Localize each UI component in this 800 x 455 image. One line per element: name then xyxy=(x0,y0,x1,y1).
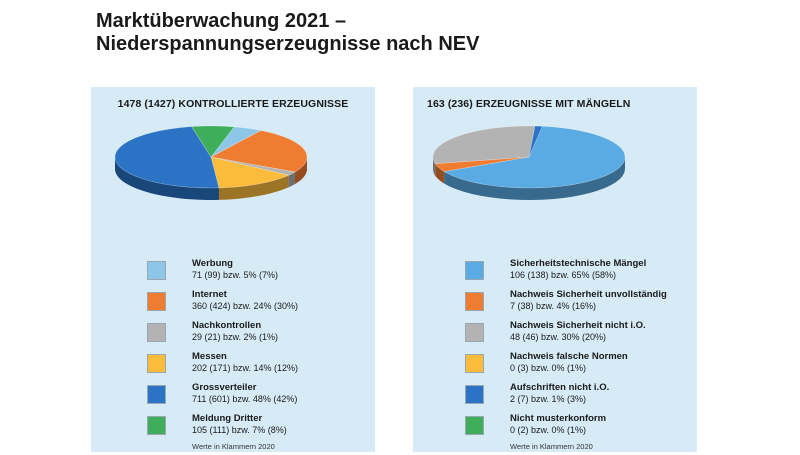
legend-label: Sicherheitstechnische Mängel xyxy=(510,258,647,269)
pie-slice-messen xyxy=(210,156,290,189)
chart-panel-controlled-products: 1478 (1427) KONTROLLIERTE ERZEUGNISSE We… xyxy=(91,87,375,452)
pie-slice-grossverteiler xyxy=(114,126,220,189)
legend-defective: Sicherheitstechnische Mängel 106 (138) b… xyxy=(465,258,690,444)
legend-swatch xyxy=(147,385,166,404)
legend-label: Nachweis falsche Normen xyxy=(510,351,628,362)
page-title-line-2: Niederspannungserzeugnisse nach NEV xyxy=(96,33,480,55)
pie-chart-defective xyxy=(432,125,626,200)
legend-item-messen: Messen 202 (171) bzw. 14% (12%) xyxy=(147,351,372,382)
legend-item-internet: Internet 360 (424) bzw. 24% (30%) xyxy=(147,289,372,320)
legend-value: 202 (171) bzw. 14% (12%) xyxy=(192,363,299,373)
legend-value: 48 (46) bzw. 30% (20%) xyxy=(510,332,607,342)
pie-slice-aufschriften-nicht-i-o- xyxy=(528,125,543,158)
legend-swatch xyxy=(465,261,484,280)
legend-label: Grossverteiler xyxy=(192,382,257,393)
legend-item-nachweis-unvollstaendig: Nachweis Sicherheit unvollständig 7 (38)… xyxy=(465,289,690,320)
legend-swatch xyxy=(465,416,484,435)
legend-value: 105 (111) bzw. 7% (8%) xyxy=(192,425,287,435)
pie-slice-werbung xyxy=(210,126,262,158)
pie-slice-side xyxy=(435,163,445,184)
legend-value: 2 (7) bzw. 1% (3%) xyxy=(510,394,587,404)
legend-swatch xyxy=(147,292,166,311)
pie-slice-side xyxy=(444,157,625,200)
legend-value: 29 (21) bzw. 2% (1%) xyxy=(192,332,279,342)
legend-controlled: Werbung 71 (99) bzw. 5% (7%) Internet 36… xyxy=(147,258,372,444)
pie-slice-side xyxy=(288,172,295,188)
legend-item-grossverteiler: Grossverteiler 711 (601) bzw. 48% (42%) xyxy=(147,382,372,413)
pie-chart-controlled xyxy=(114,125,308,200)
pie-slice-nachweis-sicherheit-unvollständig xyxy=(434,156,530,172)
legend-swatch xyxy=(465,323,484,342)
legend-swatch xyxy=(465,292,484,311)
pie-slice-internet xyxy=(210,130,308,173)
legend-swatch xyxy=(147,354,166,373)
legend-item-werbung: Werbung 71 (99) bzw. 5% (7%) xyxy=(147,258,372,289)
legend-item-nicht-musterkonform: Nicht musterkonform 0 (2) bzw. 0% (1%) xyxy=(465,413,690,444)
legend-swatch xyxy=(465,385,484,404)
legend-label: Aufschriften nicht i.O. xyxy=(510,382,610,393)
chart-title: 1478 (1427) KONTROLLIERTE ERZEUGNISSE xyxy=(117,98,349,110)
legend-label: Nachweis Sicherheit nicht i.O. xyxy=(510,320,646,331)
legend-label: Internet xyxy=(192,289,227,300)
pie-slice-meldung-dritter xyxy=(191,125,235,158)
legend-item-nachkontrollen: Nachkontrollen 29 (21) bzw. 2% (1%) xyxy=(147,320,372,351)
legend-item-aufschriften-nicht-io: Aufschriften nicht i.O. 2 (7) bzw. 1% (3… xyxy=(465,382,690,413)
legend-value: 360 (424) bzw. 24% (30%) xyxy=(192,301,299,311)
legend-item-meldung-dritter: Meldung Dritter 105 (111) bzw. 7% (8%) xyxy=(147,413,372,444)
legend-value: 0 (3) bzw. 0% (1%) xyxy=(510,363,587,373)
legend-swatch xyxy=(147,323,166,342)
legend-item-nachweis-nicht-io: Nachweis Sicherheit nicht i.O. 48 (46) b… xyxy=(465,320,690,351)
chart-title: 163 (236) ERZEUGNISSE MIT MÄNGELN xyxy=(427,98,631,110)
legend-label: Nicht musterkonform xyxy=(510,413,607,424)
pie-slice-side xyxy=(294,157,307,185)
legend-swatch xyxy=(147,261,166,280)
pie-slice-side xyxy=(115,157,219,200)
legend-label: Nachweis Sicherheit unvollständig xyxy=(510,289,667,300)
legend-label: Werbung xyxy=(192,258,233,269)
legend-value: 106 (138) bzw. 65% (58%) xyxy=(510,270,617,280)
chart-footnote: Werte in Klammern 2020 xyxy=(192,442,275,451)
page-title: Marktüberwachung 2021 – Niederspannungse… xyxy=(96,10,479,56)
pie-slice-side xyxy=(433,157,436,176)
legend-item-sicherheitstechnische-maengel: Sicherheitstechnische Mängel 106 (138) b… xyxy=(465,258,690,289)
legend-value: 0 (2) bzw. 0% (1%) xyxy=(510,425,587,435)
legend-swatch xyxy=(465,354,484,373)
pie-slice-side xyxy=(218,175,289,200)
legend-label: Nachkontrollen xyxy=(192,320,262,331)
legend-value: 711 (601) bzw. 48% (42%) xyxy=(192,394,298,404)
pie-slice-nachweis-sicherheit-nicht-i-o- xyxy=(432,125,536,164)
legend-value: 71 (99) bzw. 5% (7%) xyxy=(192,270,279,280)
legend-swatch xyxy=(147,416,166,435)
pie-slice-sicherheitstechnische-mängel xyxy=(443,125,626,189)
page-title-line-1: Marktüberwachung 2021 – xyxy=(96,10,347,32)
legend-label: Messen xyxy=(192,351,227,362)
legend-item-falsche-normen: Nachweis falsche Normen 0 (3) bzw. 0% (1… xyxy=(465,351,690,382)
legend-label: Meldung Dritter xyxy=(192,413,263,424)
chart-panel-defective-products: 163 (236) ERZEUGNISSE MIT MÄNGELN Sicher… xyxy=(413,87,697,452)
legend-value: 7 (38) bzw. 4% (16%) xyxy=(510,301,597,311)
chart-footnote: Werte in Klammern 2020 xyxy=(510,442,593,451)
